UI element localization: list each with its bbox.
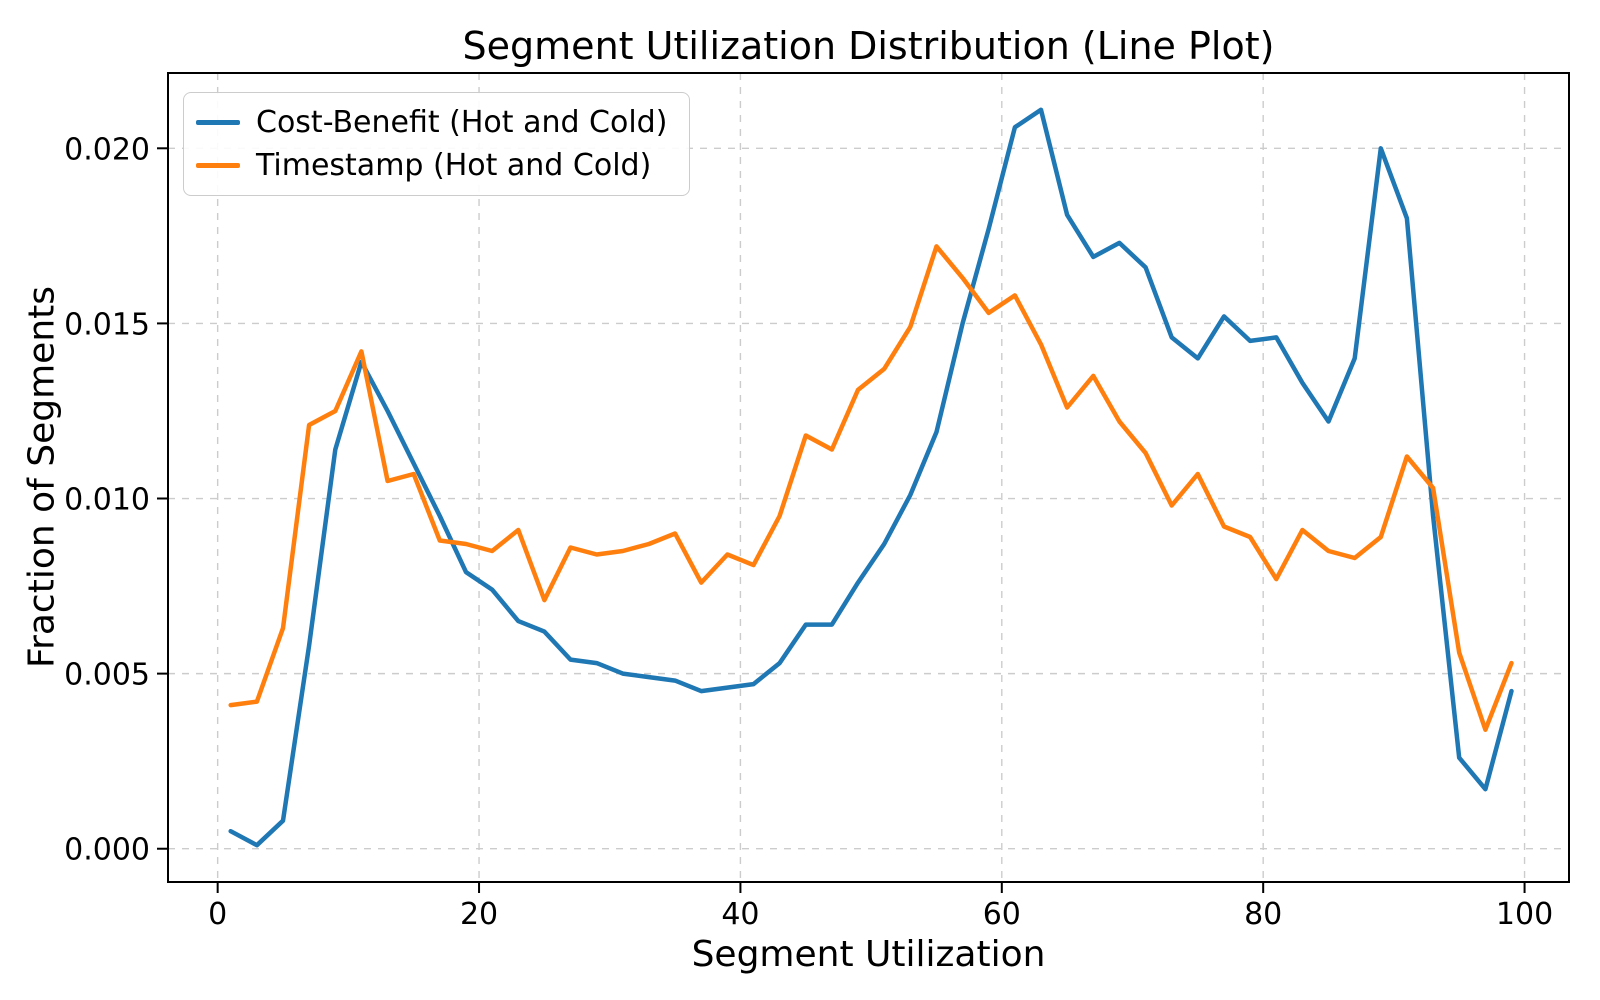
series-layer xyxy=(228,107,1514,848)
grid-layer xyxy=(168,73,1569,882)
series-line xyxy=(228,107,1514,848)
y-tick-label: 0.020 xyxy=(64,132,150,167)
y-axis-label: Fraction of Segments xyxy=(21,285,63,669)
legend-label: Cost-Benefit (Hot and Cold) xyxy=(256,105,668,140)
axes-frame xyxy=(167,72,1570,883)
y-tick-label: 0.015 xyxy=(64,307,150,342)
x-axis-label: Segment Utilization xyxy=(691,934,1046,975)
x-tick-label: 80 xyxy=(1244,897,1282,932)
x-tick-label: 40 xyxy=(721,897,759,932)
x-tick-label: 100 xyxy=(1496,897,1553,932)
legend-line-swatch xyxy=(196,120,240,125)
x-tick-label: 60 xyxy=(983,897,1021,932)
legend-line-swatch xyxy=(196,163,240,168)
x-tick-label: 20 xyxy=(460,897,498,932)
series-line xyxy=(228,244,1514,732)
tick-layer: 0 20 40 60 80 100 0.000 0.005 0.010 0.015 0.020 xyxy=(64,132,1553,932)
legend-entry: Cost-Benefit (Hot and Cold) xyxy=(196,105,667,140)
y-tick-label: 0.005 xyxy=(64,658,150,693)
legend: Cost-Benefit (Hot and Cold) Timestamp (Ho… xyxy=(183,92,691,196)
y-tick-label: 0.010 xyxy=(64,483,150,518)
x-tick-label: 0 xyxy=(208,897,227,932)
legend-label: Timestamp (Hot and Cold) xyxy=(256,148,652,183)
legend-entry: Timestamp (Hot and Cold) xyxy=(196,148,667,183)
y-tick-label: 0.000 xyxy=(64,833,150,868)
chart-title: Segment Utilization Distribution (Line P… xyxy=(462,24,1275,68)
